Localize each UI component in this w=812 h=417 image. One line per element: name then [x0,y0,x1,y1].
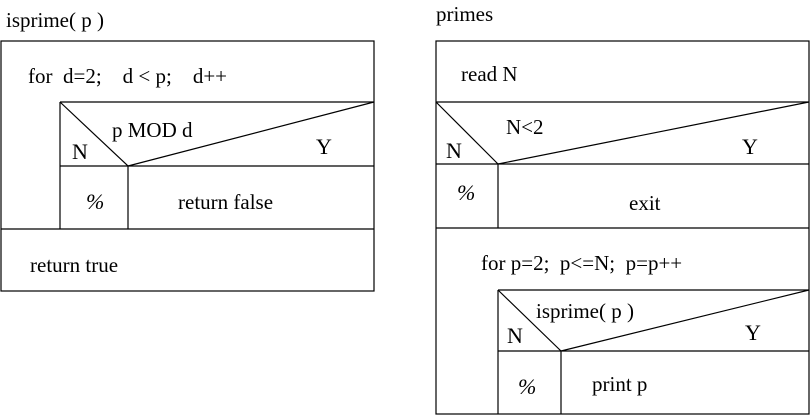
primes-no-branch: % [457,180,475,205]
primes-inner-condition: isprime( p ) [536,299,634,323]
primes-decision-right-diagonal [497,101,810,165]
primes-inner-yes-label: Y [745,320,761,345]
primes-inner-no-label: N [507,323,523,348]
primes-no-label: N [446,138,462,163]
primes-read-statement: read N [461,62,518,86]
primes-inner-decision-left-diagonal [497,289,562,352]
isprime-yes-branch: return false [178,190,273,214]
primes-inner-yes-branch: print p [592,372,647,396]
primes-title: primes [436,2,493,26]
isprime-decision-right-diagonal [127,101,375,167]
primes-decision-left-diagonal [435,101,499,165]
primes-condition: N<2 [506,115,544,139]
isprime-final-statement: return true [30,253,118,277]
primes-loop-header: for p=2; p<=N; p=p++ [481,251,682,275]
primes-inner-decision-right-diagonal [560,289,810,352]
isprime-no-label: N [72,139,88,164]
isprime-structogram: isprime( p ) for d=2; d < p; d++ p MOD d… [0,8,375,292]
isprime-title: isprime( p ) [6,8,104,32]
primes-yes-label: Y [742,134,758,159]
isprime-loop-header: for d=2; d < p; d++ [28,64,227,88]
primes-inner-no-branch: % [518,374,536,399]
isprime-yes-label: Y [316,134,332,159]
isprime-condition: p MOD d [112,118,193,142]
primes-yes-branch: exit [629,191,661,215]
isprime-no-branch: % [86,189,104,214]
isprime-decision-left-diagonal [59,101,129,167]
primes-structogram: primes read N N<2 N Y % exit for p=2; p<… [435,2,810,415]
